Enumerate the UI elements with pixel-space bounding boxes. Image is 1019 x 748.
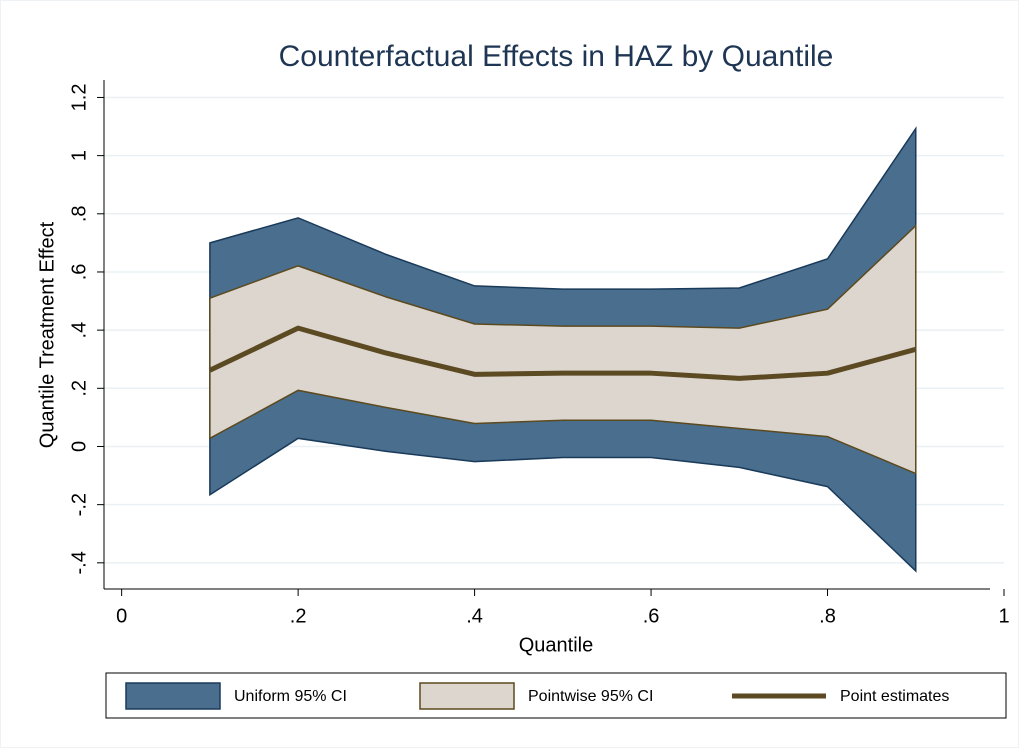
x-tick-label: 0 [116,605,127,627]
y-tick-label: .4 [68,322,90,339]
y-tick-label: -.2 [68,493,90,516]
y-tick-label: 1 [68,150,90,161]
legend-label: Uniform 95% CI [234,688,347,705]
legend-swatch [125,682,221,710]
x-tick-label: .2 [290,605,307,627]
y-tick-label: .6 [68,264,90,281]
x-tick-label: .8 [819,605,836,627]
x-tick-label: .4 [466,605,483,627]
line [208,325,917,381]
y-tick-label: .2 [68,380,90,397]
legend-swatch [419,682,515,710]
x-tick-label: .6 [643,605,660,627]
legend-label: Point estimates [840,688,949,705]
legend-label: Pointwise 95% CI [528,688,653,705]
y-tick-label: -.4 [68,551,90,574]
x-tick-label: 1 [998,605,1009,627]
y-tick-label: 1.2 [68,84,90,112]
legend-box [105,672,1007,719]
ci-band [209,223,917,475]
chart-title: Counterfactual Effects in HAZ by Quantil… [279,40,834,73]
y-axis-label: Quantile Treatment Effect [36,221,58,448]
y-tick-label: 0 [68,441,90,452]
x-axis-label: Quantile [519,634,594,656]
y-tick-label: .8 [68,205,90,222]
